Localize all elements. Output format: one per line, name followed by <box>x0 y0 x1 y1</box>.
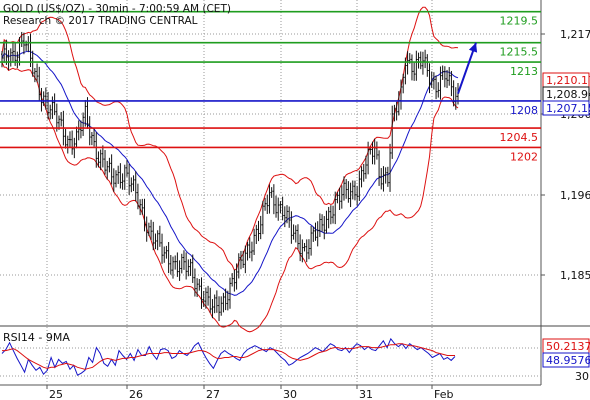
chart-title: GOLD (US$/OZ) - 30min - 7:00:59 AM (CET) <box>3 3 231 15</box>
bollinger-lower <box>1 62 459 333</box>
key-levels: 1219.5 1215.5 1213 1208 1204.5 1202 <box>0 10 541 163</box>
rsi-ma-line <box>2 343 455 370</box>
price-grid <box>0 0 541 385</box>
rsi-tag-label: 50.2137 <box>546 340 590 353</box>
level-label: 1219.5 <box>500 15 539 28</box>
rsi-tag-box <box>542 352 590 368</box>
price-tick-label: 1,217 <box>560 28 590 41</box>
level-label: 1204.5 <box>500 131 539 144</box>
chart-copyright: Research © 2017 TRADING CENTRAL <box>3 15 198 27</box>
time-tick-label: 26 <box>129 388 143 400</box>
time-tick-label: 30 <box>283 388 297 400</box>
candles <box>1 31 459 322</box>
time-axis-ticks: 25 26 27 30 31 Feb <box>46 385 453 400</box>
price-tick-label: 1,185 <box>560 269 590 282</box>
time-tick-label: 25 <box>49 388 63 400</box>
rsi-lines <box>1 337 456 376</box>
level-label: 1202 <box>510 150 538 163</box>
projection <box>457 42 478 94</box>
rsi-tick-label: 30 <box>575 370 589 383</box>
time-tick-label: 31 <box>359 388 373 400</box>
price-tick-label: 1,196 <box>560 189 590 202</box>
bollinger-upper <box>1 6 459 271</box>
bollinger-bands <box>1 6 459 333</box>
price-tag-label: 1,210.17 <box>546 74 590 87</box>
level-label: 1215.5 <box>500 46 539 59</box>
rsi-tag-label: 48.9576 <box>546 354 590 367</box>
rsi-line <box>1 337 456 376</box>
price-tag-box <box>542 100 590 116</box>
level-label: 1208 <box>510 104 538 117</box>
price-tag-label: 1,208.94 <box>546 88 590 101</box>
time-tick-label: Feb <box>434 388 453 400</box>
level-label: 1213 <box>510 65 538 78</box>
price-tag-label: 1,207.15 <box>546 102 590 115</box>
time-tick-label: 27 <box>206 388 220 400</box>
projection-arrowhead <box>468 42 478 53</box>
rsi-title: RSI14 - 9MA <box>3 331 70 344</box>
price-tags: 1,210.171,208.941,207.15 <box>542 72 590 116</box>
